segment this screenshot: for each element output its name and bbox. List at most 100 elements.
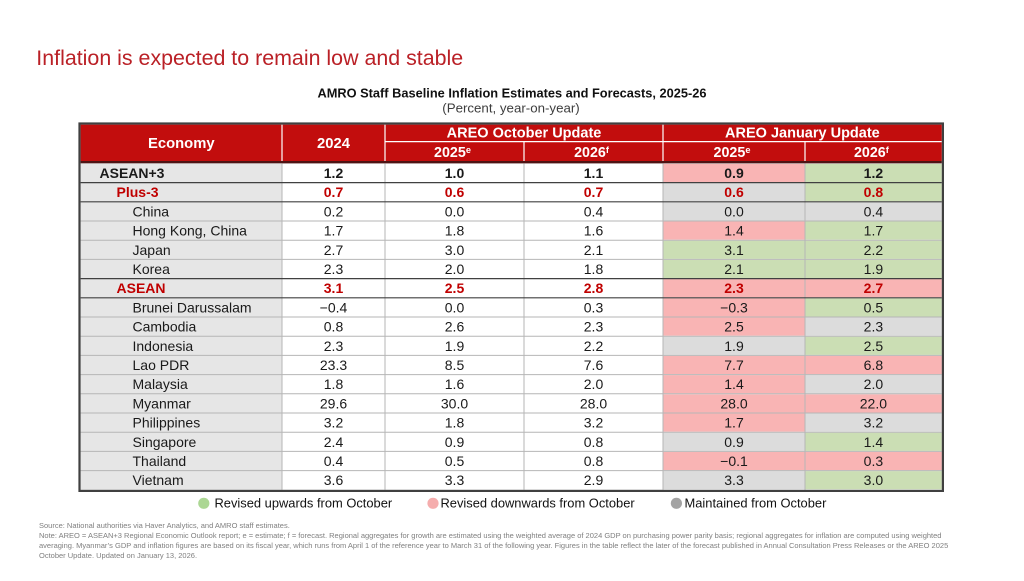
svg-text:Korea: Korea	[133, 261, 171, 277]
svg-text:0.8: 0.8	[864, 184, 884, 200]
svg-text:1.1: 1.1	[584, 165, 604, 181]
svg-text:2024: 2024	[317, 136, 351, 152]
svg-text:1.7: 1.7	[864, 223, 884, 239]
svg-text:2025e: 2025e	[714, 145, 751, 161]
svg-text:AMRO Staff Baseline Inflation: AMRO Staff Baseline Inflation Estimates …	[317, 85, 706, 100]
svg-text:0.8: 0.8	[584, 434, 604, 450]
svg-text:3.6: 3.6	[324, 472, 344, 488]
svg-text:Myanmar: Myanmar	[133, 395, 192, 411]
svg-text:2.3: 2.3	[584, 319, 604, 335]
svg-text:2.6: 2.6	[445, 319, 465, 335]
svg-text:0.6: 0.6	[445, 184, 465, 200]
svg-text:1.0: 1.0	[445, 165, 465, 181]
svg-text:0.0: 0.0	[445, 299, 465, 315]
svg-text:1.8: 1.8	[584, 261, 604, 277]
svg-text:2.0: 2.0	[584, 376, 604, 392]
svg-text:0.8: 0.8	[584, 453, 604, 469]
svg-text:Thailand: Thailand	[133, 453, 187, 469]
svg-text:Singapore: Singapore	[133, 434, 197, 450]
svg-text:3.1: 3.1	[324, 280, 344, 296]
svg-text:3.2: 3.2	[324, 415, 344, 431]
svg-text:1.7: 1.7	[324, 223, 344, 239]
svg-text:3.0: 3.0	[864, 472, 884, 488]
svg-text:Hong Kong, China: Hong Kong, China	[133, 223, 248, 239]
svg-text:1.9: 1.9	[864, 261, 884, 277]
svg-text:Philippines: Philippines	[133, 415, 201, 431]
svg-text:0.2: 0.2	[324, 203, 344, 219]
svg-text:2.4: 2.4	[324, 434, 344, 450]
svg-text:3.3: 3.3	[724, 472, 744, 488]
svg-text:1.4: 1.4	[724, 376, 744, 392]
svg-text:Maintained from October: Maintained from October	[685, 496, 828, 511]
svg-text:2.3: 2.3	[324, 261, 344, 277]
svg-text:23.3: 23.3	[320, 357, 347, 373]
svg-text:AREO January Update: AREO January Update	[725, 126, 880, 142]
svg-text:Source: National authorities v: Source: National authorities via Haver A…	[39, 521, 290, 530]
svg-text:2.2: 2.2	[864, 242, 884, 258]
svg-text:3.3: 3.3	[445, 472, 465, 488]
svg-text:1.6: 1.6	[584, 223, 604, 239]
svg-text:3.1: 3.1	[724, 242, 744, 258]
svg-text:7.6: 7.6	[584, 357, 604, 373]
svg-text:0.4: 0.4	[584, 203, 604, 219]
svg-text:Plus-3: Plus-3	[117, 184, 159, 200]
svg-text:Malaysia: Malaysia	[133, 376, 188, 392]
svg-text:Revised upwards from October: Revised upwards from October	[215, 496, 393, 511]
svg-text:1.8: 1.8	[324, 376, 344, 392]
svg-text:0.0: 0.0	[445, 203, 465, 219]
svg-text:2025e: 2025e	[434, 145, 471, 161]
svg-text:1.4: 1.4	[724, 223, 744, 239]
svg-text:0.9: 0.9	[724, 165, 744, 181]
svg-text:Brunei Darussalam: Brunei Darussalam	[133, 299, 252, 315]
svg-text:1.6: 1.6	[445, 376, 465, 392]
svg-text:0.5: 0.5	[445, 453, 465, 469]
svg-text:Revised downwards from October: Revised downwards from October	[441, 496, 636, 511]
svg-text:0.0: 0.0	[724, 203, 744, 219]
svg-text:China: China	[133, 203, 170, 219]
svg-text:AREO October Update: AREO October Update	[447, 126, 602, 142]
svg-text:0.9: 0.9	[724, 434, 744, 450]
svg-text:Inflation is expected to remai: Inflation is expected to remain low and …	[36, 46, 463, 70]
svg-text:−0.3: −0.3	[720, 299, 748, 315]
svg-text:2.9: 2.9	[584, 472, 604, 488]
svg-text:1.7: 1.7	[724, 415, 744, 431]
svg-text:October Update. Updated on Jan: October Update. Updated on January 13, 2…	[39, 551, 197, 560]
svg-text:Japan: Japan	[133, 242, 171, 258]
svg-text:2.3: 2.3	[724, 280, 744, 296]
svg-text:2.0: 2.0	[445, 261, 465, 277]
svg-text:2.0: 2.0	[864, 376, 884, 392]
svg-text:28.0: 28.0	[580, 395, 607, 411]
svg-text:2.2: 2.2	[584, 338, 604, 354]
svg-text:0.8: 0.8	[324, 319, 344, 335]
svg-text:2.3: 2.3	[864, 319, 884, 335]
svg-text:8.5: 8.5	[445, 357, 465, 373]
svg-text:7.7: 7.7	[724, 357, 744, 373]
svg-text:−0.1: −0.1	[720, 453, 748, 469]
svg-text:Cambodia: Cambodia	[133, 319, 197, 335]
svg-text:2.5: 2.5	[445, 280, 465, 296]
svg-text:0.4: 0.4	[864, 203, 884, 219]
svg-text:Note: AREO = ASEAN+3 Regional: Note: AREO = ASEAN+3 Regional Economic O…	[39, 531, 941, 540]
svg-text:1.2: 1.2	[324, 165, 344, 181]
svg-text:2.7: 2.7	[324, 242, 344, 258]
svg-text:2.1: 2.1	[584, 242, 604, 258]
svg-text:0.3: 0.3	[864, 453, 884, 469]
svg-text:29.6: 29.6	[320, 395, 347, 411]
svg-text:0.7: 0.7	[584, 184, 604, 200]
svg-text:Economy: Economy	[148, 136, 215, 152]
svg-text:−0.4: −0.4	[320, 299, 348, 315]
svg-text:22.0: 22.0	[860, 395, 887, 411]
svg-text:2.1: 2.1	[724, 261, 744, 277]
svg-text:3.2: 3.2	[864, 415, 884, 431]
svg-text:0.3: 0.3	[584, 299, 604, 315]
svg-text:0.5: 0.5	[864, 299, 884, 315]
svg-text:28.0: 28.0	[720, 395, 747, 411]
svg-text:1.8: 1.8	[445, 415, 465, 431]
svg-text:2.7: 2.7	[864, 280, 884, 296]
svg-text:2026f: 2026f	[854, 145, 890, 161]
svg-text:2.8: 2.8	[584, 280, 604, 296]
svg-text:30.0: 30.0	[441, 395, 468, 411]
svg-text:(Percent, year-on-year): (Percent, year-on-year)	[442, 100, 579, 115]
svg-text:Lao PDR: Lao PDR	[133, 357, 190, 373]
svg-text:Indonesia: Indonesia	[133, 338, 194, 354]
